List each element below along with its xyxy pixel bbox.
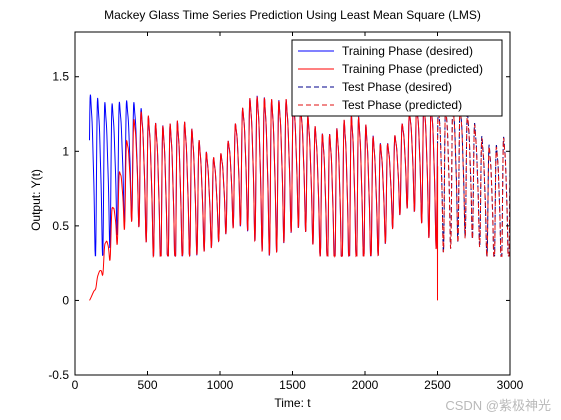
y-tick-label: 0 bbox=[62, 293, 69, 307]
legend-box bbox=[291, 39, 503, 117]
x-tick-label: 500 bbox=[137, 378, 157, 392]
x-tick-label: 2500 bbox=[424, 378, 451, 392]
watermark: CSDN @紫极神光 bbox=[445, 398, 551, 413]
series-training-predicted bbox=[89, 96, 439, 301]
y-tick-label: -0.5 bbox=[48, 368, 69, 382]
y-tick-label: 1.5 bbox=[52, 70, 69, 84]
x-tick-label: 0 bbox=[72, 378, 79, 392]
y-tick-label: 1 bbox=[62, 144, 69, 158]
x-tick-label: 2000 bbox=[352, 378, 379, 392]
legend-entry: Test Phase (desired) bbox=[342, 80, 452, 94]
legend-entry: Training Phase (predicted) bbox=[342, 62, 483, 76]
x-tick-label: 3000 bbox=[497, 378, 524, 392]
chart-title: Mackey Glass Time Series Prediction Usin… bbox=[104, 8, 481, 22]
legend-entry: Training Phase (desired) bbox=[342, 44, 473, 58]
x-tick-label: 1000 bbox=[207, 378, 234, 392]
legend-entry: Test Phase (predicted) bbox=[342, 98, 462, 112]
x-axis-label: Time: t bbox=[274, 396, 311, 410]
x-tick-label: 1500 bbox=[279, 378, 306, 392]
y-axis-label: Output: Y(t) bbox=[29, 169, 43, 231]
y-tick-label: 0.5 bbox=[52, 219, 69, 233]
series-test-predicted bbox=[437, 104, 510, 259]
